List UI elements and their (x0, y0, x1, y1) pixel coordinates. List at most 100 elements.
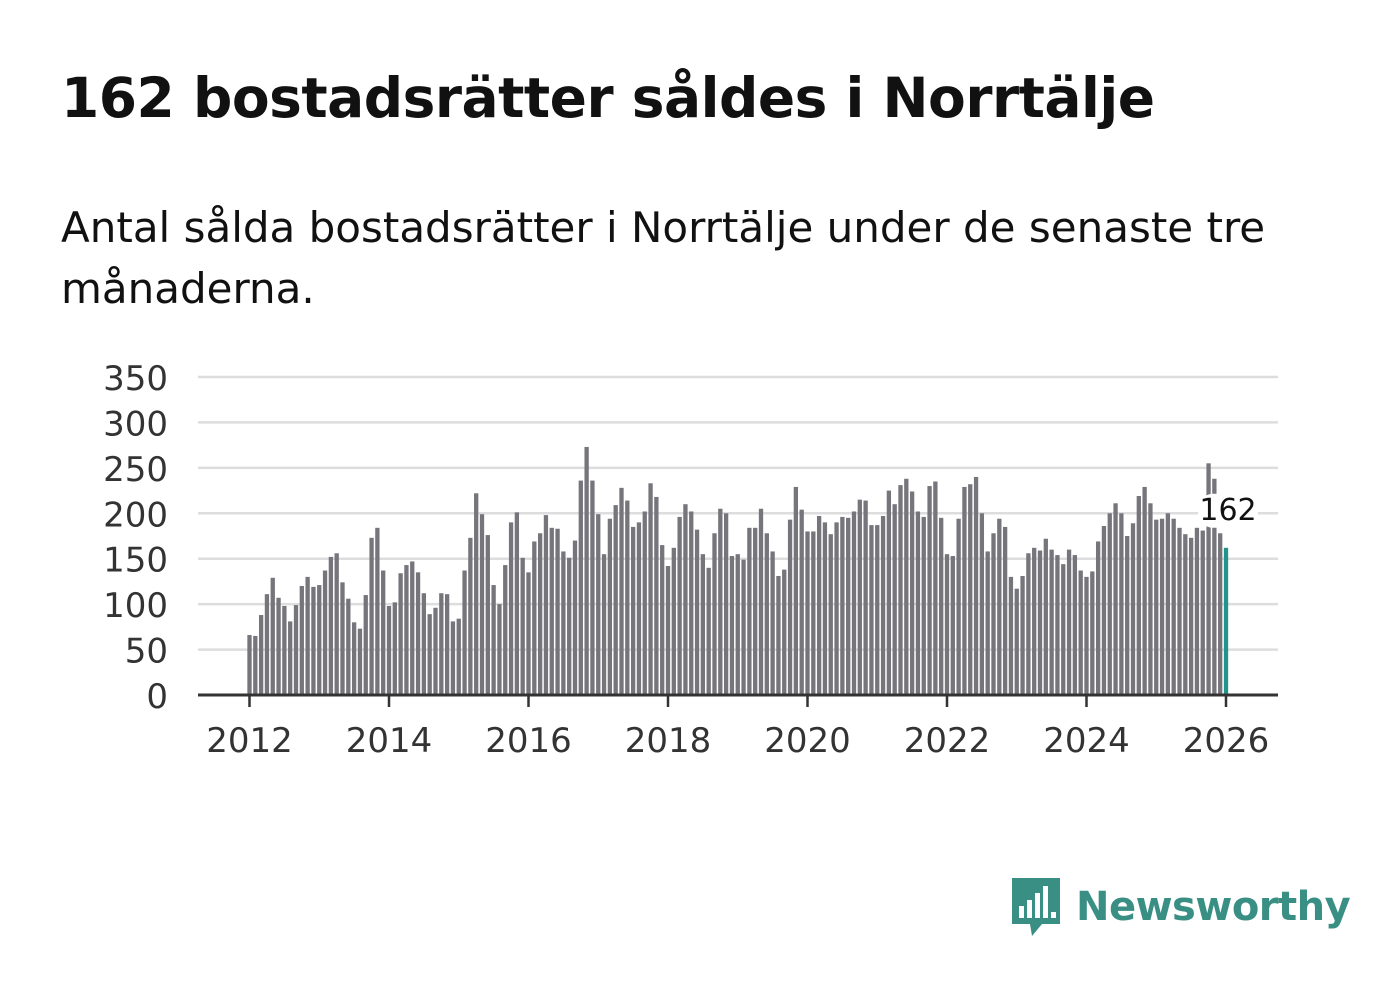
bar (421, 593, 427, 695)
bar (381, 570, 386, 695)
bar (1032, 547, 1037, 695)
bar (892, 504, 897, 695)
x-axis-ticks: 2012 2014 2016 2018 2020 2022 2024 2026 (206, 695, 1269, 761)
bar (793, 486, 799, 695)
y-tick-label: 150 (103, 541, 168, 581)
bar (1043, 538, 1048, 695)
y-tick-label: 0 (146, 677, 168, 717)
bar (450, 621, 456, 695)
bar (1113, 503, 1118, 695)
bar (1148, 503, 1153, 695)
bar (351, 622, 357, 695)
bar (398, 573, 403, 695)
bar (497, 604, 502, 695)
bar (276, 597, 281, 695)
bar (503, 565, 508, 695)
bar (665, 565, 671, 695)
y-tick-label: 250 (103, 450, 168, 490)
bar (654, 496, 659, 695)
bar (485, 535, 490, 695)
bar (816, 516, 822, 695)
y-tick-label: 200 (103, 495, 168, 535)
bar (1183, 534, 1188, 695)
bar (1188, 537, 1194, 695)
bar (404, 565, 409, 695)
bar (828, 534, 833, 695)
chart-subtitle: Antal sålda bostadsrätter i Norrtälje un… (61, 203, 1266, 313)
bar (857, 499, 862, 695)
bar (718, 508, 723, 695)
bar (357, 628, 363, 695)
bar (1171, 518, 1176, 695)
bar (1119, 513, 1124, 695)
bar (613, 505, 618, 695)
bar (299, 585, 304, 695)
bar (567, 557, 572, 695)
x-tick-label: 2014 (346, 721, 433, 761)
bar (904, 478, 909, 695)
bar (700, 554, 706, 695)
bar (375, 527, 380, 695)
bar-highlighted (1223, 547, 1229, 695)
bar (1218, 533, 1223, 695)
bar (282, 605, 287, 695)
bar (753, 527, 758, 695)
bar (1090, 571, 1095, 695)
bar (340, 582, 345, 695)
bar (787, 519, 793, 695)
bar (973, 476, 979, 695)
bar (572, 540, 578, 695)
bar (1026, 553, 1031, 695)
bar (561, 551, 566, 695)
bar (851, 511, 857, 695)
bar (1049, 549, 1054, 695)
bar (747, 527, 752, 695)
bar (729, 555, 735, 695)
bar (939, 517, 944, 695)
bar (1200, 530, 1205, 695)
bar (834, 522, 839, 695)
bar (1154, 519, 1159, 695)
bar (601, 554, 607, 695)
bar (625, 500, 630, 695)
annotation-label: 162 (1199, 493, 1256, 528)
bar (415, 572, 421, 695)
y-tick-label: 300 (103, 404, 168, 444)
bar (811, 531, 816, 695)
x-tick-label: 2018 (625, 721, 712, 761)
bar (247, 635, 252, 695)
bar (1008, 576, 1014, 695)
bar (880, 516, 886, 695)
bar (950, 555, 955, 695)
bar (636, 522, 642, 695)
bar (1095, 541, 1101, 695)
bar (1101, 526, 1107, 695)
x-tick-label: 2022 (904, 721, 991, 761)
bar (1130, 523, 1136, 695)
bar (642, 511, 647, 695)
bar (305, 576, 310, 695)
chart-title: 162 bostadsrätter såldes i Norrtälje (61, 66, 1155, 130)
annotation-halo (1198, 493, 1258, 528)
bar (735, 554, 740, 695)
bar (805, 531, 810, 695)
bar (288, 621, 293, 695)
bar (962, 486, 967, 695)
bar (1177, 527, 1182, 695)
bar (968, 484, 973, 695)
bar (660, 545, 665, 695)
bar (410, 561, 415, 695)
bar (799, 509, 804, 695)
bar (311, 586, 316, 695)
bars (247, 446, 1229, 695)
bar (1159, 518, 1165, 695)
newsworthy-logo-icon (1012, 878, 1060, 936)
bar (1084, 576, 1089, 695)
bar (997, 518, 1002, 695)
bar (706, 567, 711, 695)
bar (1072, 555, 1078, 695)
bar (689, 511, 694, 695)
bar (427, 614, 432, 695)
x-tick-label: 2016 (485, 721, 572, 761)
